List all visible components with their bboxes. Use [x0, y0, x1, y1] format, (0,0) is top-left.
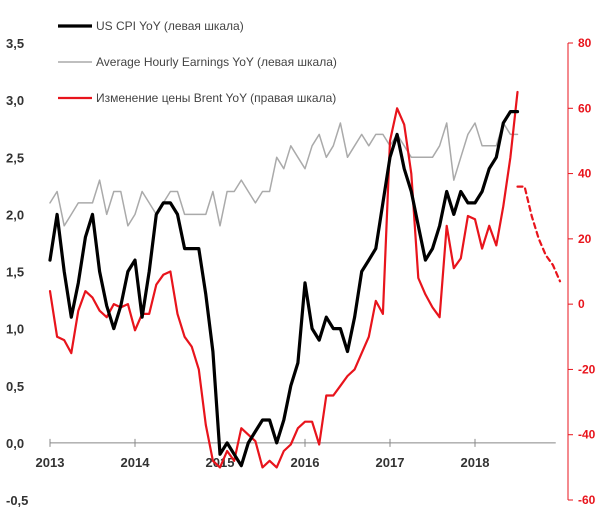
series-line-brent — [48, 90, 519, 469]
x-tick-label: 2017 — [376, 455, 405, 470]
legend-label-cpi: US CPI YoY (левая шкала) — [96, 19, 244, 33]
left-tick-label: 1,5 — [6, 265, 24, 280]
right-tick-label: 60 — [578, 101, 592, 115]
x-tick-label: 2014 — [121, 455, 151, 470]
legend-label-brent: Изменение цены Brent YoY (правая шкала) — [96, 91, 336, 105]
left-tick-label: 1,0 — [6, 322, 24, 337]
legend-label-ahe: Average Hourly Earnings YoY (левая шкала… — [96, 55, 337, 69]
legend: US CPI YoY (левая шкала) Average Hourly … — [58, 19, 337, 105]
right-tick-label: -40 — [578, 428, 596, 442]
left-tick-label: 0,5 — [6, 379, 24, 394]
x-tick-label: 2016 — [291, 455, 320, 470]
right-tick-label: 0 — [578, 297, 585, 311]
left-tick-label: 0,0 — [6, 436, 24, 451]
series-line-ahe — [49, 122, 519, 227]
series-group — [48, 90, 562, 469]
right-tick-label: 80 — [578, 36, 592, 50]
left-tick-label: 2,0 — [6, 207, 24, 222]
axes-group: -0,5 0,0 0,5 1,0 1,5 2,0 2,5 3,0 3,5 -60 -40 -20 0 20… — [6, 36, 596, 508]
left-tick-label: -0,5 — [6, 493, 28, 508]
x-tick-label: 2018 — [461, 455, 490, 470]
x-tick-label: 2013 — [36, 455, 65, 470]
right-tick-label: 40 — [578, 167, 592, 181]
series-line-cpi — [48, 109, 520, 468]
right-tick-label: -60 — [578, 493, 596, 507]
right-tick-label: 20 — [578, 232, 592, 246]
series-line-brent-forecast — [516, 185, 562, 283]
left-tick-label: 3,5 — [6, 36, 24, 51]
left-tick-label: 3,0 — [6, 93, 24, 108]
left-tick-label: 2,5 — [6, 150, 24, 165]
right-tick-label: -20 — [578, 362, 596, 376]
